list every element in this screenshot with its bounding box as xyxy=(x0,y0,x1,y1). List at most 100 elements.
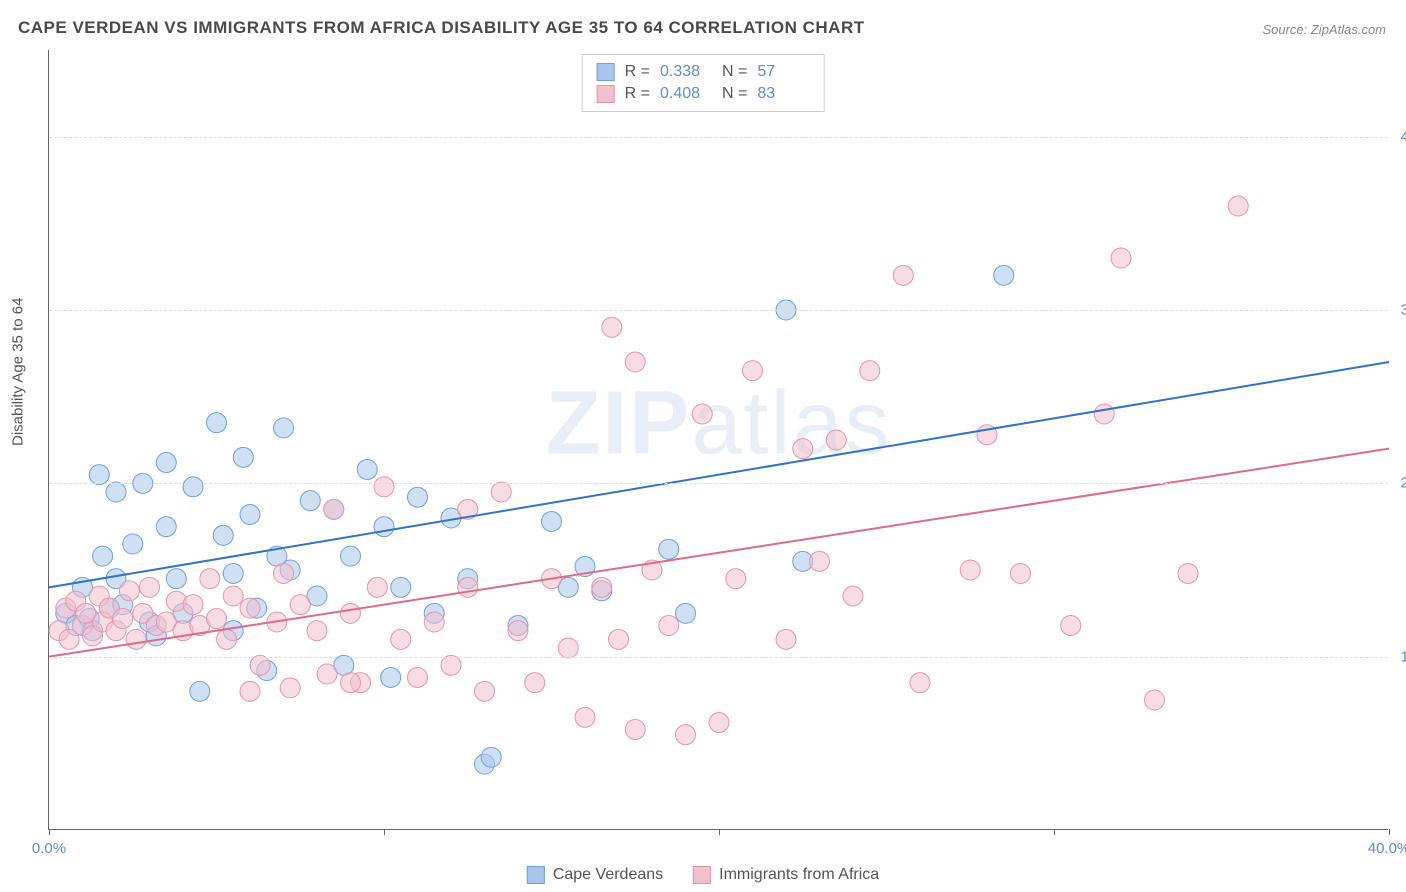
data-point xyxy=(274,563,294,583)
x-tick-label: 0.0% xyxy=(32,840,66,857)
x-tick-mark xyxy=(384,829,385,835)
data-point xyxy=(810,551,830,571)
data-point xyxy=(357,459,377,479)
data-point xyxy=(123,534,143,554)
data-point xyxy=(893,265,913,285)
data-point xyxy=(776,629,796,649)
legend-label-2: Immigrants from Africa xyxy=(719,866,879,884)
swatch-bottom-1 xyxy=(527,866,545,884)
data-point xyxy=(475,681,495,701)
y-tick-label: 20.0% xyxy=(1400,475,1406,492)
x-tick-label: 40.0% xyxy=(1368,840,1406,857)
data-point xyxy=(1178,563,1198,583)
data-point xyxy=(140,577,160,597)
y-axis-title: Disability Age 35 to 64 xyxy=(10,298,27,446)
data-point xyxy=(341,673,361,693)
data-point xyxy=(860,361,880,381)
y-tick-label: 40.0% xyxy=(1400,128,1406,145)
data-point xyxy=(408,667,428,687)
data-point xyxy=(575,707,595,727)
data-point xyxy=(223,586,243,606)
data-point xyxy=(156,517,176,537)
plot-area: ZIPatlas 10.0%20.0%30.0%40.0% 0.0%40.0% xyxy=(48,50,1388,830)
data-point xyxy=(558,638,578,658)
data-point xyxy=(659,615,679,635)
data-point xyxy=(391,577,411,597)
data-point xyxy=(481,747,501,767)
y-tick-label: 10.0% xyxy=(1400,648,1406,665)
data-point xyxy=(207,413,227,433)
data-point xyxy=(183,477,203,497)
data-point xyxy=(408,487,428,507)
data-point xyxy=(709,713,729,733)
data-point xyxy=(676,603,696,623)
r-value-1: 0.338 xyxy=(660,63,712,81)
data-point xyxy=(374,477,394,497)
data-point xyxy=(602,317,622,337)
data-point xyxy=(106,482,126,502)
data-point xyxy=(1061,615,1081,635)
data-point xyxy=(341,546,361,566)
legend-label-1: Cape Verdeans xyxy=(553,866,663,884)
data-point xyxy=(1094,404,1114,424)
legend-item-2: Immigrants from Africa xyxy=(693,866,879,884)
n-label-2: N = xyxy=(722,85,747,103)
data-point xyxy=(542,511,562,531)
n-label: N = xyxy=(722,63,747,81)
data-point xyxy=(659,539,679,559)
data-point xyxy=(441,655,461,675)
grid-line xyxy=(49,483,1388,484)
data-point xyxy=(826,430,846,450)
data-point xyxy=(240,598,260,618)
data-point xyxy=(300,491,320,511)
legend-item-1: Cape Verdeans xyxy=(527,866,663,884)
y-tick-label: 30.0% xyxy=(1400,302,1406,319)
legend-series: Cape Verdeans Immigrants from Africa xyxy=(527,866,879,884)
data-point xyxy=(280,678,300,698)
swatch-bottom-2 xyxy=(693,866,711,884)
data-point xyxy=(274,418,294,438)
data-point xyxy=(223,563,243,583)
data-point xyxy=(525,673,545,693)
data-point xyxy=(424,612,444,632)
data-point xyxy=(381,667,401,687)
legend-row-1: R = 0.338 N = 57 xyxy=(597,61,810,83)
chart-container: CAPE VERDEAN VS IMMIGRANTS FROM AFRICA D… xyxy=(0,0,1406,892)
data-point xyxy=(1228,196,1248,216)
data-point xyxy=(324,499,344,519)
data-point xyxy=(119,581,139,601)
r-label-2: R = xyxy=(625,85,650,103)
data-point xyxy=(213,525,233,545)
data-point xyxy=(1145,690,1165,710)
data-point xyxy=(190,681,210,701)
grid-line xyxy=(49,137,1388,138)
data-point xyxy=(793,439,813,459)
data-point xyxy=(317,664,337,684)
x-tick-mark xyxy=(49,829,50,835)
data-point xyxy=(156,453,176,473)
data-point xyxy=(200,569,220,589)
r-label: R = xyxy=(625,63,650,81)
data-point xyxy=(592,577,612,597)
x-tick-mark xyxy=(719,829,720,835)
source-attribution: Source: ZipAtlas.com xyxy=(1262,22,1386,37)
swatch-series-1 xyxy=(597,63,615,81)
data-point xyxy=(1011,563,1031,583)
data-point xyxy=(183,595,203,615)
x-tick-mark xyxy=(1054,829,1055,835)
data-point xyxy=(692,404,712,424)
data-point xyxy=(307,621,327,641)
data-point xyxy=(250,655,270,675)
data-point xyxy=(1111,248,1131,268)
data-point xyxy=(910,673,930,693)
data-point xyxy=(207,609,227,629)
data-point xyxy=(391,629,411,649)
r-value-2: 0.408 xyxy=(660,85,712,103)
data-point xyxy=(89,465,109,485)
data-point xyxy=(508,621,528,641)
data-point xyxy=(367,577,387,597)
data-point xyxy=(113,609,133,629)
data-point xyxy=(960,560,980,580)
data-point xyxy=(625,352,645,372)
data-point xyxy=(609,629,629,649)
